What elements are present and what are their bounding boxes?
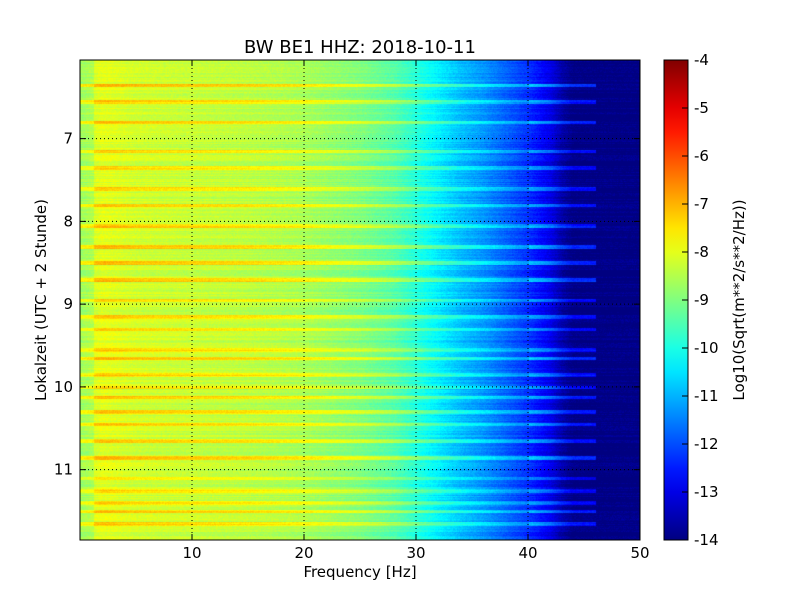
y-tick-label: 7 <box>63 130 73 148</box>
colorbar-tick-label: -13 <box>694 483 719 501</box>
y-axis-ticks: 7 8 9 10 11 <box>54 130 640 479</box>
x-tick-label: 50 <box>630 544 649 562</box>
colorbar-tick-label: -12 <box>694 435 719 453</box>
colorbar-label: Log10(Sqrt(m**2/s**2/Hz)) <box>730 199 748 400</box>
x-tick-label: 30 <box>406 544 425 562</box>
x-tick-label: 10 <box>182 544 201 562</box>
colorbar-tick-label: -9 <box>694 291 709 309</box>
colorbar-tick-label: -10 <box>694 339 719 357</box>
colorbar-tick-label: -8 <box>694 243 709 261</box>
y-tick-label: 8 <box>63 212 73 230</box>
spectrogram-heatmap <box>80 60 640 540</box>
y-tick-label: 11 <box>54 461 73 479</box>
colorbar-tick-label: -5 <box>694 99 709 117</box>
x-tick-label: 20 <box>294 544 313 562</box>
colorbar: -4 -5 -6 -7 -8 -9 -10 -11 -12 -13 -14 Log10(Sqrt(m… <box>663 51 748 549</box>
y-tick-label: 9 <box>63 295 73 313</box>
x-tick-label: 40 <box>518 544 537 562</box>
grid-lines <box>80 60 640 540</box>
colorbar-ticks: -4 -5 -6 -7 -8 -9 -10 -11 -12 -13 -14 <box>682 51 719 549</box>
x-axis-label: Frequency [Hz] <box>303 563 416 581</box>
colorbar-tick-label: -7 <box>694 195 709 213</box>
colorbar-tick-label: -14 <box>694 531 719 549</box>
plot-frame <box>79 59 641 541</box>
plot-area: 10 20 30 40 50 7 8 9 10 11 <box>54 59 650 562</box>
x-axis-ticks: 10 20 30 40 50 <box>182 60 650 562</box>
colorbar-tick-label: -4 <box>694 51 709 69</box>
colorbar-tick-label: -6 <box>694 147 709 165</box>
y-tick-label: 10 <box>54 378 73 396</box>
chart-title: BW BE1 HHZ: 2018-10-11 <box>244 37 476 58</box>
y-axis-label: Lokalzeit (UTC + 2 Stunde) <box>32 199 50 401</box>
colorbar-tick-label: -11 <box>694 387 719 405</box>
